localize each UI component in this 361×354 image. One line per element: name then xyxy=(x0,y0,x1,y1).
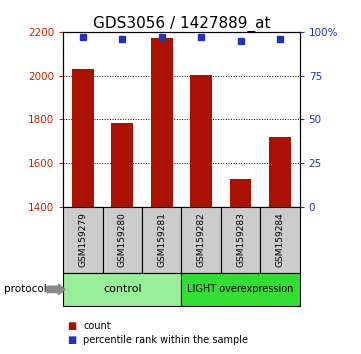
Text: GSM159283: GSM159283 xyxy=(236,212,245,267)
Bar xyxy=(230,179,251,207)
Text: ■: ■ xyxy=(67,321,76,331)
Text: control: control xyxy=(103,284,142,295)
Text: ■: ■ xyxy=(67,335,76,345)
Text: count: count xyxy=(83,321,111,331)
Text: GSM159282: GSM159282 xyxy=(197,212,206,267)
Bar xyxy=(190,75,212,207)
Text: GSM159280: GSM159280 xyxy=(118,212,127,267)
Text: GSM159284: GSM159284 xyxy=(275,212,284,267)
Text: LIGHT overexpression: LIGHT overexpression xyxy=(187,284,294,295)
Text: percentile rank within the sample: percentile rank within the sample xyxy=(83,335,248,345)
Title: GDS3056 / 1427889_at: GDS3056 / 1427889_at xyxy=(93,16,270,32)
Bar xyxy=(72,69,94,207)
Bar xyxy=(151,39,173,207)
Text: GSM159279: GSM159279 xyxy=(78,212,87,267)
Text: protocol: protocol xyxy=(4,284,46,295)
Text: GSM159281: GSM159281 xyxy=(157,212,166,267)
Bar xyxy=(112,123,133,207)
Bar xyxy=(269,137,291,207)
